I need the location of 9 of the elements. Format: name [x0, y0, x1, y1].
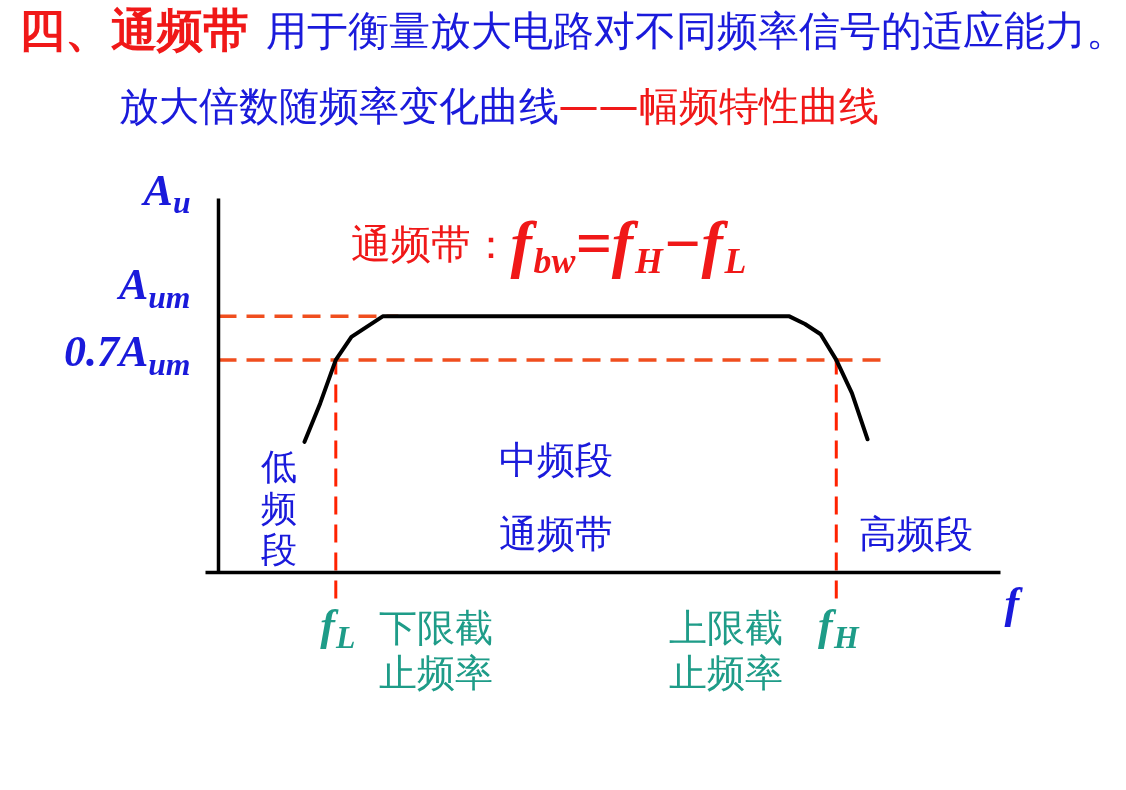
- x-axis-title: f: [1004, 579, 1024, 628]
- annotation: 低频段: [260, 446, 297, 570]
- annotation: 通频带: [498, 511, 613, 556]
- text: 上限截止频率: [668, 605, 783, 695]
- text: 下限截止频率: [378, 605, 493, 695]
- chart-subtitle: 放大倍数随频率变化曲线——幅频特性曲线: [118, 82, 879, 129]
- annotation: 中频段: [498, 437, 613, 482]
- chart-title: 四、通频带 用于衡量放大电路对不同频率信号的适应能力。: [18, 2, 1126, 57]
- annotation: 高频段: [858, 511, 973, 556]
